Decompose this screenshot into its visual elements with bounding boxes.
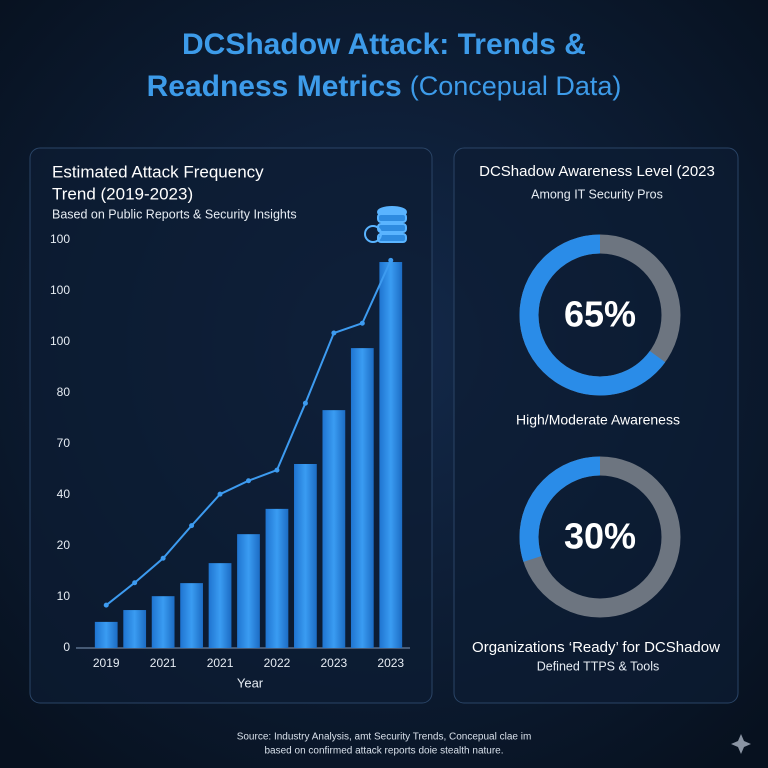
chart-title: Trend (2019-2023) <box>52 184 193 203</box>
title-line: Readness Metrics <box>147 70 402 103</box>
x-tick-label: 2021 <box>150 656 177 670</box>
y-tick-label: 70 <box>57 436 71 450</box>
bar <box>294 463 317 648</box>
bar <box>379 262 403 648</box>
bar <box>237 534 260 648</box>
x-tick-label: 2019 <box>93 656 120 670</box>
y-tick-label: 10 <box>57 589 71 603</box>
source-note: Source: Industry Analysis, amt Security … <box>237 732 532 743</box>
y-tick-label: 100 <box>50 232 70 246</box>
donut-title: DCShadow Awareness Level (2023 <box>479 163 715 180</box>
title-line: Readness Metrics (Concepual Data) <box>147 70 622 103</box>
line-point <box>160 555 166 561</box>
donut-value-label: 30% <box>564 516 636 557</box>
donut-subcaption: Defined TTPS & Tools <box>537 659 660 673</box>
y-tick-label: 100 <box>50 283 70 297</box>
line-point <box>246 478 251 484</box>
bar <box>123 610 147 648</box>
line-point <box>388 257 394 263</box>
y-tick-label: 0 <box>63 640 70 654</box>
chart-title: Estimated Attack Frequency <box>52 162 264 181</box>
line-point <box>331 330 337 336</box>
title-note: (Concepual Data) <box>410 71 622 101</box>
donut-value-label: 65% <box>564 294 636 335</box>
donut-subtitle: Among IT Security Pros <box>531 187 663 201</box>
bar <box>322 410 346 648</box>
donut-segment <box>519 456 681 618</box>
line-point <box>103 602 109 608</box>
line-point <box>302 400 308 406</box>
source-note: based on confirmed attack reports doie s… <box>264 746 503 757</box>
y-tick-label: 20 <box>57 538 71 552</box>
line-point <box>359 320 365 326</box>
line-point <box>217 491 223 497</box>
database-icon <box>364 206 407 243</box>
bar <box>151 596 175 648</box>
x-tick-label: 2023 <box>321 656 348 670</box>
chart-subtitle: Based on Public Reports & Security Insig… <box>52 207 297 221</box>
x-tick-label: 2022 <box>264 656 291 670</box>
donut-caption: High/Moderate Awareness <box>516 412 680 428</box>
x-tick-label: 2023 <box>377 656 404 670</box>
line-point <box>132 580 138 586</box>
donut-segment <box>519 234 681 396</box>
sparkle-icon <box>731 734 751 754</box>
x-axis-label: Year <box>237 675 264 690</box>
bar <box>208 563 232 648</box>
bar <box>350 348 374 648</box>
y-tick-label: 40 <box>57 487 71 501</box>
y-tick-label: 100 <box>50 334 70 348</box>
donut-caption: Organizations ‘Ready’ for DCShadow <box>472 639 720 656</box>
bar <box>265 508 289 648</box>
bar <box>180 583 203 648</box>
bar <box>94 621 118 648</box>
x-tick-label: 2021 <box>207 656 234 670</box>
line-point <box>189 523 195 529</box>
y-tick-label: 80 <box>57 385 71 399</box>
line-point <box>274 467 280 473</box>
title-line: DCShadow Attack: Trends & <box>182 28 586 61</box>
